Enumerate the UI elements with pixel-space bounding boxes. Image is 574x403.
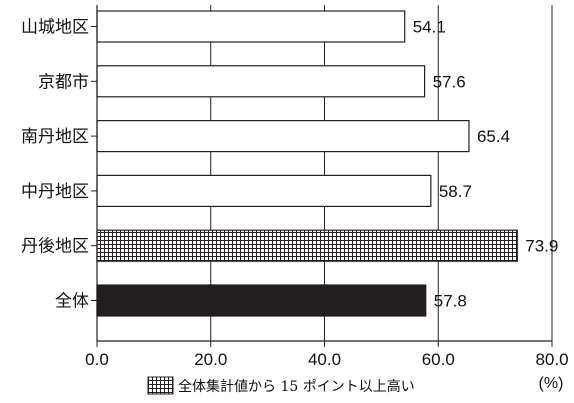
bar-2 bbox=[96, 65, 426, 98]
category-label: 中丹地区 bbox=[21, 182, 89, 202]
labels: 0.0 20.0 40.0 60.0 80.0 山城地区 54.1 京都市 57.6 南丹地区 65… bbox=[21, 18, 569, 370]
category-label: 南丹地区 bbox=[21, 127, 89, 147]
value-label: 57.6 bbox=[433, 72, 466, 91]
category-label: 丹後地区 bbox=[21, 237, 89, 257]
axes bbox=[91, 5, 553, 347]
category-label: 京都市 bbox=[38, 72, 89, 92]
value-label: 58.7 bbox=[439, 182, 472, 201]
bar-1 bbox=[96, 10, 406, 43]
bars bbox=[96, 10, 518, 317]
bar-5 bbox=[96, 229, 518, 262]
value-label: 73.9 bbox=[525, 237, 558, 256]
value-label: 57.8 bbox=[434, 292, 467, 311]
x-axis-unit: (%) bbox=[539, 375, 564, 392]
x-tick-label: 80.0 bbox=[535, 350, 568, 369]
value-label: 54.1 bbox=[413, 18, 446, 37]
legend-swatch bbox=[147, 376, 174, 395]
x-tick-label: 0.0 bbox=[85, 350, 109, 369]
x-tick-label: 20.0 bbox=[194, 350, 227, 369]
value-label: 65.4 bbox=[477, 127, 510, 146]
legend: 全体集計値から 15 ポイント以上高い bbox=[147, 376, 415, 395]
legend-label: 全体集計値から 15 ポイント以上高い bbox=[178, 378, 415, 395]
bar-3 bbox=[96, 119, 470, 153]
bar-4 bbox=[96, 174, 432, 207]
x-tick-label: 60.0 bbox=[422, 350, 455, 369]
x-tick-label: 40.0 bbox=[308, 350, 341, 369]
bar-6 bbox=[96, 284, 427, 317]
category-label: 全体 bbox=[55, 292, 89, 312]
category-label: 山城地区 bbox=[21, 18, 89, 38]
